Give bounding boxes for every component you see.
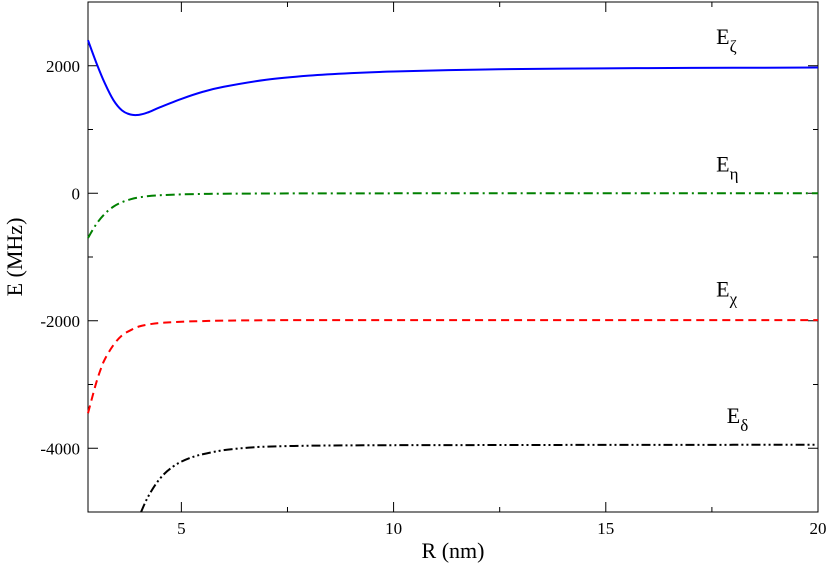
series-label: Eδ: [727, 403, 748, 435]
series-label: Eη: [716, 152, 738, 184]
series-label-subscript: δ: [740, 416, 748, 435]
series-label-subscript: ζ: [730, 37, 737, 56]
series-label-base: E: [716, 152, 729, 177]
x-tick-label: 10: [385, 519, 402, 538]
series-label-base: E: [716, 24, 729, 49]
series-label-subscript: η: [730, 165, 739, 184]
y-tick-label: 2000: [46, 57, 80, 76]
y-tick-label: 0: [72, 184, 81, 203]
x-tick-label: 5: [177, 519, 186, 538]
series-label-base: E: [727, 403, 740, 428]
data-curves: [87, 39, 819, 513]
x-axis-label: R (nm): [422, 538, 485, 563]
x-tick-label: 20: [810, 519, 827, 538]
series-line: [87, 192, 819, 239]
series-label: Eχ: [716, 277, 737, 309]
series-label: Eζ: [716, 24, 737, 56]
y-axis-label: E (MHz): [2, 218, 27, 297]
series-line: [87, 319, 818, 414]
y-tick-label: -4000: [40, 439, 80, 458]
axis-tick-labels: 5 10 15 20 -4000 -2000 0 2000: [40, 57, 826, 538]
plot-frame: [87, 1, 819, 513]
series-label-subscript: χ: [729, 290, 738, 309]
series-line: [87, 39, 819, 117]
series-label-base: E: [716, 277, 729, 302]
series-line: [140, 443, 819, 513]
y-tick-label: -2000: [40, 312, 80, 331]
axis-ticks: [88, 1, 819, 513]
x-tick-label: 15: [597, 519, 614, 538]
